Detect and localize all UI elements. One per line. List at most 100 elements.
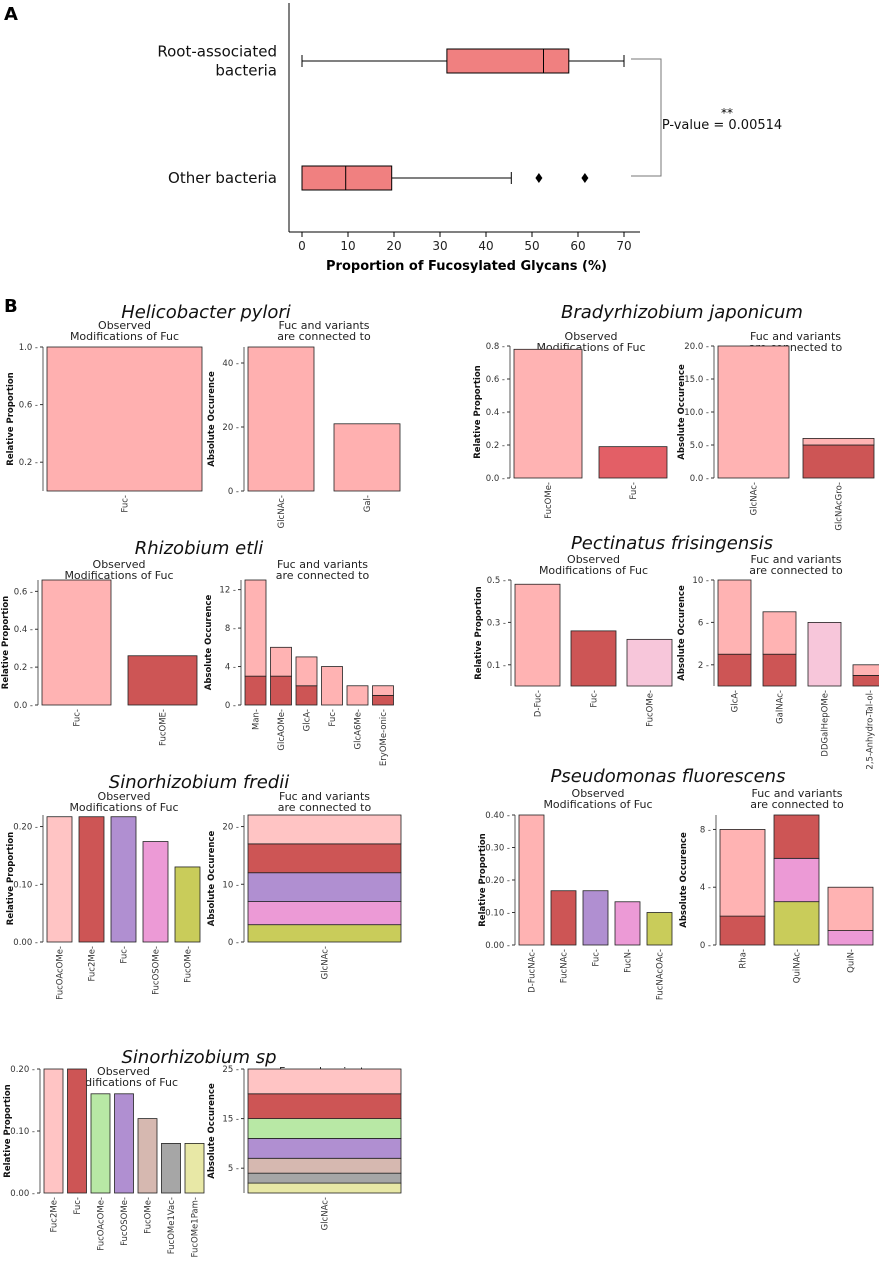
y-tick-label: 0.00 - [10,1189,35,1199]
y-axis-title: Absolute Occurence [207,1083,217,1179]
bar-glcnac-fucome [247,924,402,943]
y-tick-label: 20 - [222,823,239,833]
y-tick-label: 10 - [222,880,239,890]
bar-fucnacoac-fucnacoac [646,912,673,946]
bar-man-fuc [244,579,267,677]
bar-fucome-fucome [174,866,201,943]
subplot-title: Observed [565,330,618,343]
y-tick-label: 0.10 - [485,909,510,919]
bar-glcnac-fucome1vac [247,1172,402,1184]
x-tick-label: FucOME- [159,709,169,746]
subplot-title: are connected to [276,569,370,582]
bar-fuc-fuc [582,890,609,946]
x-tick-label: D-FucNAc- [528,949,538,993]
x-tick-label: 0 [298,239,306,253]
organism-title: Bradyrhizobium japonicum [561,302,803,323]
bar-fucoacome-fucoacome [90,1093,111,1194]
y-tick-label: 20 - [222,423,239,433]
bar-glcaome-fuc [270,646,292,677]
bar-glcnac-fucoacome [247,814,402,845]
subplot-title: Observed [567,553,620,566]
bar-fucoacome-fucoacome [46,816,73,943]
x-tick-label: GlcAOMe- [277,709,287,751]
bar-fucosome-fucosome [142,841,169,943]
x-tick-label: FucOAcOMe- [97,1197,107,1251]
bar-d-fucnac-d-fucnac [518,814,545,946]
x-tick-label: GlcA6Me- [354,709,364,749]
y-tick-label: 0.20 - [10,1065,35,1075]
y-tick-label: 0.0 - [690,474,709,484]
y-tick-label: 8 - [700,825,711,835]
subplot-title: Modifications of Fuc [69,801,178,814]
y-axis-title: Relative Proportion [473,365,483,458]
bar-glca6me-fuc [346,685,369,706]
x-tick-label: 2,5-Anhydro-Tal-ol- [866,690,876,770]
bar-glcnac-fuc2me [247,1068,402,1095]
organism-title: Pectinatus frisingensis [571,533,773,554]
panel-a-label: A [4,4,18,25]
outlier-point [581,173,589,183]
x-tick-label: GlcNAc- [321,946,331,979]
x-tick-label: Fuc- [590,690,600,708]
y-tick-label: 0.8 - [486,342,505,352]
bar-rha-fucnac [719,915,766,946]
bar-glcnac-fuc2me [247,843,402,874]
iqr-box [301,165,393,191]
y-axis-title: Absolute Occurence [677,364,687,460]
y-tick-label: 0 - [700,941,711,951]
bar-fucome-fucome [626,638,673,687]
bar-glcnac-fucosome [247,901,402,926]
bar-glcnac-fucoacome [247,1118,402,1139]
x-tick-label: FucOMe- [184,946,194,983]
panel-b-label: B [4,296,18,317]
x-tick-label: Rha- [739,949,749,969]
x-tick-label: EryOMe-onic- [379,709,389,766]
x-tick-label: FucOSOMe- [152,946,162,995]
group-label: bacteria [215,62,277,80]
y-tick-label: 12 - [219,586,236,596]
bar-quinac-fucnac [773,814,820,859]
x-tick-label: FucOMe1Pam- [191,1197,201,1257]
outlier-point [535,173,543,183]
x-tick-label: FucNAc- [560,949,570,983]
bar-glca-fuc [717,653,752,687]
y-tick-label: 0 - [225,701,236,711]
bar-glca-fuc [295,656,318,687]
y-axis-title: Absolute Occurence [204,595,214,691]
subplot-title: Fuc and variants [750,330,841,343]
y-tick-label: 0.40 - [485,811,510,821]
y-axis-title: Relative Proportion [6,832,16,925]
subplot-title: are connected to [750,798,844,811]
group-label: Other bacteria [168,169,277,187]
y-tick-label: 0.00 - [13,938,38,948]
bar-fucnac-fucnac [550,890,577,946]
x-tick-label: 40 [478,239,493,253]
bar-fuc-fuc [110,816,137,943]
y-tick-label: 10 - [692,576,709,586]
subplot-title: Fuc and variants [751,787,842,800]
y-tick-label: 15 - [222,1115,239,1125]
bar-quin-d-fucnac [827,886,874,931]
y-axis-title: Absolute Occurence [677,585,687,681]
bar-glcnacgro-fucome [802,437,875,446]
x-tick-label: FucNAcOAc- [656,949,666,1000]
y-axis-title: Absolute Occurence [207,371,217,467]
bar-fucome1pam-fucome1pam [184,1143,205,1194]
y-tick-label: 0.6 - [19,401,38,411]
bar-2-5-anhydro-tal-ol-d-fuc [852,664,879,676]
y-tick-label: 8 - [225,624,236,634]
y-tick-label: 0.20 - [485,876,510,886]
y-tick-label: 0.2 - [486,441,505,451]
x-tick-label: Fuc- [592,949,602,967]
bar-fuc2me-fuc2me [78,816,105,943]
y-tick-label: 0.6 - [14,587,33,597]
bar-galnac-d-fuc [762,611,797,655]
bar-fuc2me-fuc2me [43,1068,64,1194]
bar-fuc-fuc [321,666,343,706]
subplot-title: Observed [98,319,151,332]
